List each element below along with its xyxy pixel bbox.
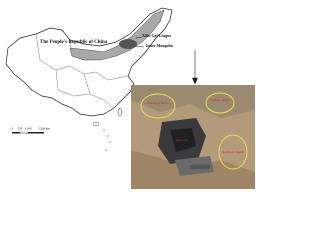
scale-label: 2,200 km (38, 127, 50, 132)
island (92, 121, 100, 127)
photo-label: Eastern dump (210, 98, 230, 102)
map-figure: The People's Republic of China Xilin Gol… (5, 7, 255, 189)
arrows (133, 36, 198, 85)
inner-mongolia (69, 9, 165, 61)
china-outline (5, 7, 173, 117)
scale-label: 0 (11, 127, 13, 131)
photo-label: Open pit (176, 138, 188, 142)
region-label: Inner Mongolia (146, 43, 173, 48)
photo-label: Southern dump (222, 150, 244, 154)
scale-bar (12, 131, 44, 134)
scale-label: 1,100 (25, 127, 32, 132)
region-label: Xilin Gol League (142, 33, 171, 38)
photo-label: Northern dump (147, 101, 169, 105)
country-label: The People's Republic of China (40, 40, 108, 45)
south-sea-dots (103, 129, 111, 151)
dump-outlines (140, 92, 248, 170)
island (117, 107, 123, 117)
scale-label: 550 (18, 127, 23, 131)
xilin-gol (119, 39, 137, 49)
